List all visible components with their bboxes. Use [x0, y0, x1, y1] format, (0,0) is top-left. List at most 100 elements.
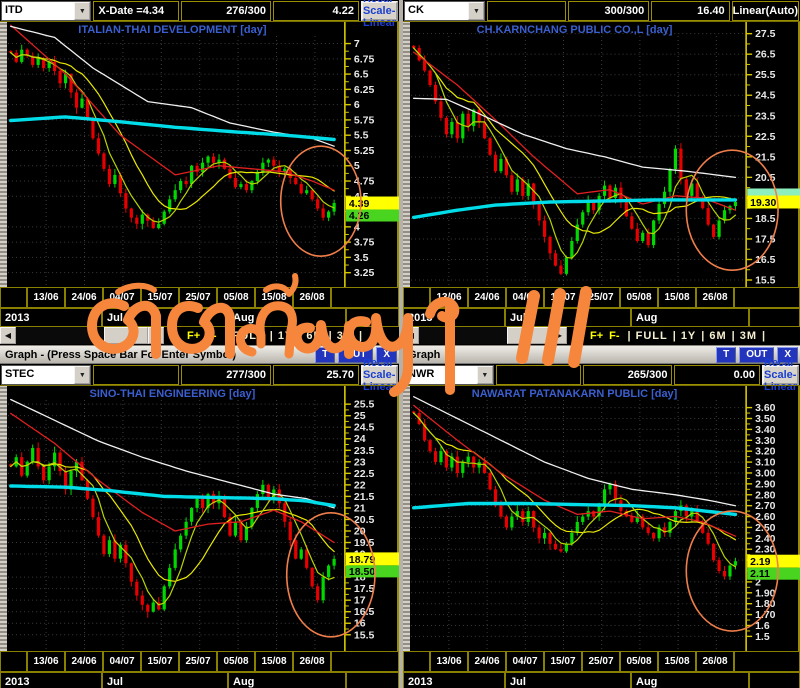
date-tick: 04/07: [506, 651, 544, 672]
svg-text:16.5: 16.5: [354, 606, 375, 618]
titlebar-t-button[interactable]: T: [716, 346, 737, 363]
scroll-right-button[interactable]: ▶: [148, 327, 164, 344]
range-button[interactable]: 6M: [306, 329, 324, 342]
ck-toolbar: CK ▼ 300/300 16.40 Linear(Auto): [403, 0, 800, 21]
scale-mode-button[interactable]: Linear(Auto): [731, 1, 799, 21]
svg-text:17.5: 17.5: [755, 234, 776, 245]
recal-scale-button[interactable]: Recal Scale-Linear: [762, 357, 800, 393]
window-titlebar[interactable]: Graph - (Press Space Bar For Enter Symbo…: [0, 346, 399, 364]
svg-text:24: 24: [354, 433, 366, 445]
date-tick: 15/07: [141, 287, 179, 308]
svg-text:23.5: 23.5: [755, 111, 776, 122]
date-tick: 04/07: [506, 287, 544, 308]
date-spacer: [0, 287, 27, 308]
symbol-select[interactable]: NWR ▼: [404, 365, 494, 385]
splitter-handle[interactable]: [403, 22, 410, 287]
separator: |: [731, 329, 735, 342]
price-chart[interactable]: 76.756.56.2565.755.55.2554.754.543.753.5…: [0, 22, 399, 287]
chevron-down-icon[interactable]: ▼: [468, 2, 485, 20]
separator: |: [269, 329, 273, 342]
date-tick: 26/08: [696, 287, 734, 308]
scroll-right-button[interactable]: ▶: [551, 327, 567, 344]
year-filler: [346, 308, 399, 327]
price-field: 16.40: [651, 1, 730, 21]
zoom-in-button[interactable]: F+: [187, 329, 201, 342]
svg-text:23.5: 23.5: [354, 445, 375, 457]
date-tick: 13/06: [430, 287, 468, 308]
price-chart[interactable]: 27.526.525.524.523.522.521.520.519.518.5…: [403, 22, 800, 287]
range-button[interactable]: 1Y: [680, 329, 697, 342]
svg-text:20: 20: [354, 526, 366, 538]
xdate-field: [495, 365, 582, 385]
svg-text:3.10: 3.10: [755, 458, 776, 469]
chevron-down-icon[interactable]: ▼: [476, 366, 493, 384]
chevron-down-icon[interactable]: ▼: [74, 366, 91, 384]
year-label: 2013: [0, 308, 102, 327]
date-tick: 15/08: [255, 651, 293, 672]
svg-text:SINO-THAI ENGINEERING [day]: SINO-THAI ENGINEERING [day]: [90, 388, 256, 400]
svg-text:18.79: 18.79: [349, 554, 375, 566]
svg-text:1.80: 1.80: [755, 599, 776, 610]
recal-scale-button[interactable]: Recal Scale-Linear: [360, 357, 398, 393]
svg-text:17.5: 17.5: [354, 583, 375, 595]
scrollbar-thumb[interactable]: [507, 327, 551, 344]
range-button[interactable]: 1Y: [277, 329, 294, 342]
symbol-select[interactable]: CK ▼: [404, 1, 486, 21]
date-tick: 15/07: [544, 287, 582, 308]
svg-text:2.70: 2.70: [755, 501, 776, 512]
zoom-out-button[interactable]: F-: [206, 329, 217, 342]
xdate-field: X-Date =4.34: [93, 1, 180, 21]
date-tick: 15/08: [658, 287, 696, 308]
range-button[interactable]: 6M: [709, 329, 727, 342]
separator: |: [701, 329, 705, 342]
range-button[interactable]: 3M: [336, 329, 354, 342]
price-chart[interactable]: 3.603.503.403.303.203.103.002.902.802.70…: [403, 386, 800, 651]
bar-count-field: 277/300: [181, 365, 271, 385]
zoom-in-button[interactable]: F+: [590, 329, 604, 342]
bar-count-field: 265/300: [583, 365, 673, 385]
titlebar-out-button[interactable]: OUT: [739, 346, 775, 363]
zoom-out-button[interactable]: F-: [609, 329, 620, 342]
scrollbar-thumb[interactable]: [104, 327, 148, 344]
splitter-handle[interactable]: [403, 386, 410, 651]
symbol-select[interactable]: STEC ▼: [1, 365, 92, 385]
splitter-handle[interactable]: [0, 22, 7, 287]
svg-text:3.5: 3.5: [354, 252, 369, 264]
year-axis: 2013 Jul Aug: [403, 672, 800, 688]
svg-text:5: 5: [354, 160, 360, 172]
year-axis: 2013 Jul Aug: [403, 308, 800, 327]
svg-text:3.30: 3.30: [755, 436, 776, 447]
year-label: 2013: [403, 308, 505, 327]
splitter-handle[interactable]: [0, 386, 7, 651]
range-button[interactable]: FULL: [635, 329, 668, 342]
scroll-left-button[interactable]: ◀: [0, 327, 16, 344]
panel-nwr: Graph T OUT X NWR ▼ 265/300 0.00 Recal S…: [399, 345, 800, 688]
price-field: 25.70: [272, 365, 359, 385]
window-titlebar[interactable]: Graph T OUT X: [403, 346, 800, 364]
scrollbar-track[interactable]: [419, 327, 551, 344]
svg-text:27.5: 27.5: [755, 29, 776, 40]
date-tick: 05/08: [620, 651, 658, 672]
titlebar-t-button[interactable]: T: [315, 346, 336, 363]
svg-text:3.50: 3.50: [755, 414, 776, 425]
svg-text:7: 7: [354, 38, 360, 50]
close-button[interactable]: X: [777, 346, 798, 363]
svg-text:2.40: 2.40: [755, 534, 776, 545]
xdate-field: [487, 1, 566, 21]
range-button[interactable]: 3M: [739, 329, 757, 342]
range-button[interactable]: FULL: [232, 329, 265, 342]
date-filler: [331, 651, 399, 672]
date-tick: 26/08: [293, 287, 331, 308]
svg-text:1.6: 1.6: [755, 621, 770, 632]
svg-text:NAWARAT PATANAKARN PUBLIC [day: NAWARAT PATANAKARN PUBLIC [day]: [472, 388, 678, 400]
svg-text:2.11: 2.11: [750, 569, 770, 580]
price-chart[interactable]: 25.52524.52423.52322.52221.52120.52019.5…: [0, 386, 399, 651]
symbol-value: NWR: [408, 368, 435, 380]
scroll-left-button[interactable]: ◀: [403, 327, 419, 344]
scrollbar-track[interactable]: [16, 327, 148, 344]
recal-scale-button[interactable]: Recal Scale-Linear: [360, 0, 398, 29]
symbol-select[interactable]: ITD ▼: [1, 1, 92, 21]
chevron-down-icon[interactable]: ▼: [74, 2, 91, 20]
year-filler: [346, 672, 399, 688]
